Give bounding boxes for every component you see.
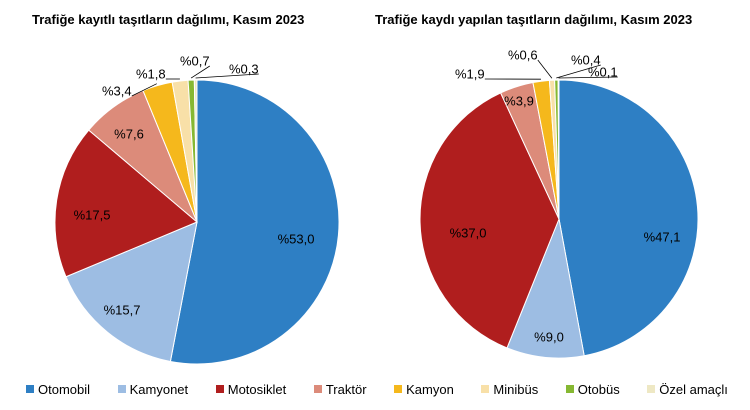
pie1-slice-otomobil — [169, 79, 340, 365]
pie1-label-kamyon: %3,4 — [102, 83, 132, 98]
pie2-label-kamyon: %1,9 — [455, 66, 485, 81]
legend-swatch-minibus — [481, 385, 490, 393]
legend-swatch-kamyonet — [117, 385, 126, 393]
pie2-slice-otomobil — [558, 79, 699, 357]
legend-label-ozel-amacli: Özel amaçlı — [659, 381, 728, 397]
legend-label-traktor: Traktör — [325, 381, 367, 397]
legend-item-otomobil: Otomobil — [26, 382, 90, 397]
pie2-label-otomobil: %47,1 — [644, 229, 681, 244]
pie2-label-ozel-amacli: %0,1 — [588, 64, 618, 79]
pie-chart-2: %47,1 %9,0 %37,0 %3,9 %1,9 %0,6 %0,4%0,1 — [419, 47, 699, 359]
legend-swatch-motosiklet — [215, 385, 224, 393]
legend-label-kamyon: Kamyon — [406, 381, 454, 397]
pie1-label-minibus: %1,8 — [136, 66, 166, 81]
pie1-label-otobus: %0,7 — [180, 53, 210, 68]
legend-swatch-otobus — [565, 385, 574, 393]
pie2-label-kamyonet: %9,0 — [534, 329, 564, 344]
legend-label-motosiklet: Motosiklet — [227, 381, 287, 397]
pie1-slice-ozel-amacli — [193, 79, 198, 223]
chart-title-right: Trafiğe kaydı yapılan taşıtların dağılım… — [375, 12, 693, 27]
legend: Otomobil Kamyonet Motosiklet Traktör Kam… — [8, 377, 742, 401]
pie2-label-traktor: %3,9 — [504, 93, 534, 108]
chart-title-left: Trafiğe kayıtlı taşıtların dağılımı, Kas… — [32, 12, 305, 27]
pie2-slice-motosiklet — [419, 92, 560, 349]
legend-label-kamyonet: Kamyonet — [129, 381, 189, 397]
pie2-leader-otobus — [556, 64, 601, 79]
legend-item-motosiklet: Motosiklet — [215, 381, 287, 397]
pie2-label-motosiklet: %37,0 — [450, 225, 487, 240]
legend-item-kamyon: Kamyon — [394, 382, 454, 397]
pie1-leader-otobus — [190, 65, 211, 79]
pie1-label-kamyonet: %15,7 — [104, 302, 141, 317]
legend-swatch-traktor — [313, 385, 322, 393]
pie1-label-traktor: %7,6 — [114, 126, 144, 141]
legend-label-otomobil: Otomobil — [38, 381, 91, 397]
pie-chart-1: %53,0 %15,7 %17,5 %7,6 %3,4 %1,8 %0,7 %0,3 — [54, 53, 340, 365]
legend-item-kamyonet: Kamyonet — [117, 381, 189, 397]
legend-swatch-kamyon — [394, 385, 403, 393]
pie1-slice-kamyonet — [65, 221, 198, 363]
pie1-label-motosiklet: %17,5 — [74, 207, 111, 222]
pie2-slice-ozel-amacli — [557, 79, 560, 220]
legend-item-traktor: Traktör — [313, 381, 367, 397]
pie2-slice-kamyonet — [506, 217, 585, 359]
legend-label-minibus: Minibüs — [493, 381, 539, 397]
pie2-label-minibus: %0,6 — [508, 47, 538, 62]
pie1-leader-ozel-amacli — [195, 73, 259, 79]
legend-swatch-ozel-amacli — [647, 385, 656, 393]
legend-item-minibus: Minibüs — [481, 382, 538, 397]
pie1-leader-kamyon — [131, 83, 157, 97]
pie2-leader-ozel-amacli — [558, 76, 618, 79]
pie1-label-ozel-amacli: %0,3 — [229, 61, 259, 76]
pie1-slice-motosiklet — [54, 129, 198, 278]
legend-item-otobus: Otobüs — [565, 381, 620, 397]
pie2-label-otobus: %0,4 — [571, 52, 601, 67]
legend-swatch-otomobil — [26, 385, 34, 393]
pie2-leader-minibus — [537, 59, 553, 79]
legend-label-otobus: Otobüs — [577, 381, 620, 397]
legend-item-ozel-amacli: Özel amaçlı — [647, 382, 728, 397]
pie1-label-otomobil: %53,0 — [278, 231, 315, 246]
